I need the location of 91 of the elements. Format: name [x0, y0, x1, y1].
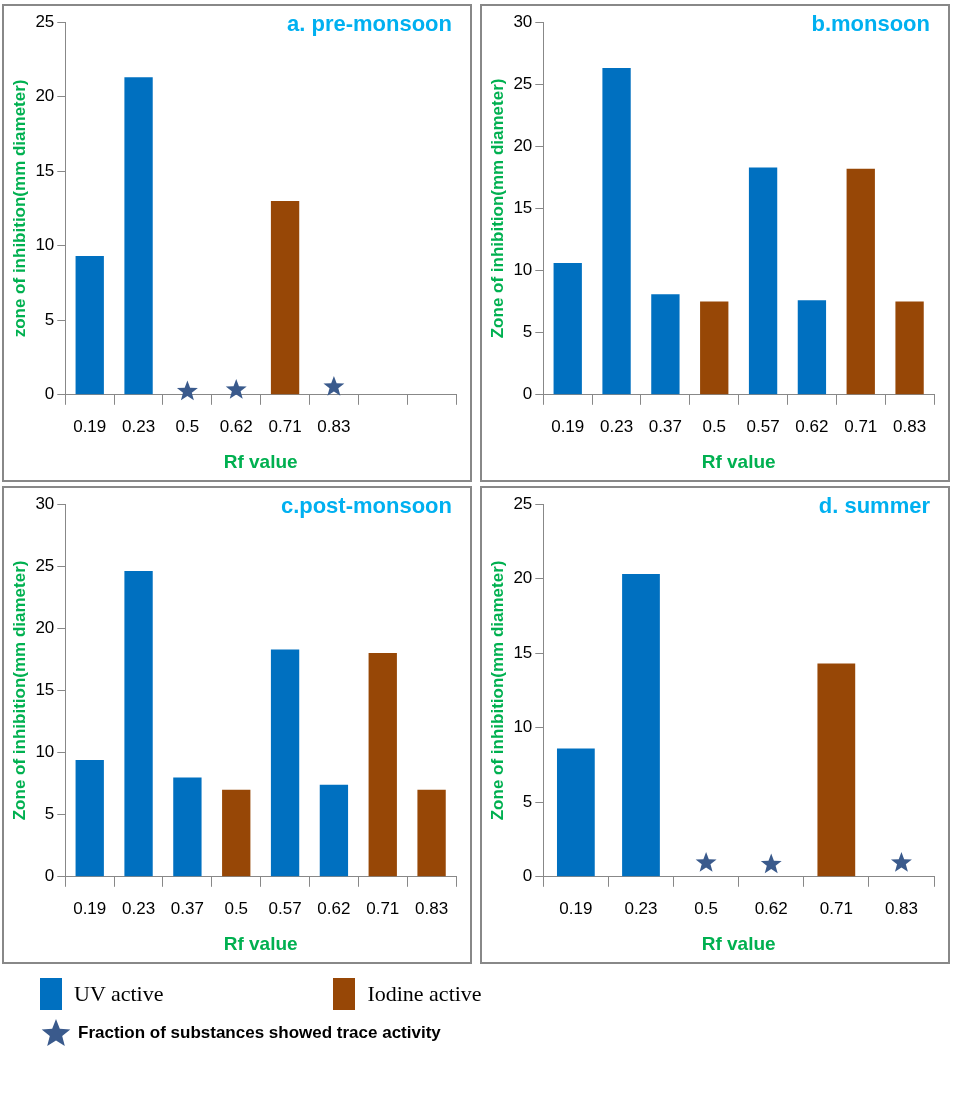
y-tick-label: 15: [513, 642, 533, 662]
y-tick-label: 0: [44, 384, 55, 404]
y-tick-label: 25: [35, 11, 55, 31]
y-tick-label: 5: [522, 322, 533, 342]
bar: [700, 301, 729, 395]
x-tick-label: 0.5: [224, 898, 249, 918]
x-tick-label: 0.83: [893, 416, 927, 436]
y-tick-label: 20: [513, 135, 533, 155]
y-axis-title: Zone of inhibition(mm diameter): [487, 78, 507, 339]
x-tick-label: 0.23: [122, 898, 156, 918]
y-tick-label: 15: [35, 680, 55, 700]
x-tick-label: 0.62: [219, 416, 253, 436]
chart-title: b.monsoon: [811, 11, 930, 37]
legend-label: Fraction of substances showed trace activity: [78, 1023, 441, 1043]
bar: [895, 301, 924, 395]
y-tick-label: 0: [522, 384, 533, 404]
y-tick-label: 25: [35, 555, 55, 575]
bar: [602, 67, 631, 395]
bar: [417, 789, 446, 877]
y-tick-label: 20: [35, 86, 55, 106]
bar: [319, 784, 349, 877]
x-tick-label: 0.5: [702, 416, 727, 436]
x-tick-label: 0.62: [317, 898, 351, 918]
chart-title: c.post-monsoon: [280, 493, 452, 519]
x-tick-label: 0.57: [268, 898, 302, 918]
bar: [651, 294, 680, 395]
bar: [556, 748, 595, 877]
bar: [270, 649, 300, 877]
x-tick-label: 0.23: [600, 416, 634, 436]
bar: [270, 200, 300, 395]
bar: [797, 300, 827, 395]
x-axis-title: Rf value: [701, 450, 776, 472]
x-tick-label: 0.37: [170, 898, 204, 918]
x-axis-title: Rf value: [223, 450, 298, 472]
y-tick-label: 20: [513, 568, 533, 588]
legend-label: UV active: [74, 981, 164, 1007]
bar: [817, 663, 856, 877]
bar: [553, 263, 582, 395]
y-tick-label: 10: [513, 260, 533, 280]
x-tick-label: 0.19: [551, 416, 585, 436]
x-tick-label: 0.71: [268, 416, 302, 436]
y-axis-title: Zone of inhibition(mm diameter): [487, 560, 507, 821]
y-axis-title: zone of inhibition(mm diameter): [9, 79, 29, 338]
x-tick-label: 0.19: [559, 898, 593, 918]
bar: [75, 759, 104, 877]
y-tick-label: 5: [44, 804, 55, 824]
chart-title: d. summer: [818, 493, 931, 519]
y-tick-label: 5: [44, 309, 55, 329]
bar: [222, 789, 251, 877]
y-tick-label: 25: [513, 493, 533, 513]
y-tick-label: 15: [513, 198, 533, 218]
x-tick-label: 0.62: [795, 416, 829, 436]
y-tick-label: 5: [522, 791, 533, 811]
y-tick-label: 30: [513, 11, 533, 31]
x-tick-label: 0.23: [122, 416, 156, 436]
y-tick-label: 20: [35, 617, 55, 637]
bar: [75, 256, 104, 395]
bar: [846, 168, 875, 395]
x-tick-label: 0.5: [175, 416, 200, 436]
bar: [622, 574, 660, 877]
x-tick-label: 0.37: [648, 416, 682, 436]
x-tick-label: 0.62: [754, 898, 788, 918]
chart-title: a. pre-monsoon: [286, 11, 452, 37]
y-axis-title: Zone of inhibition(mm diameter): [9, 560, 29, 821]
y-tick-label: 10: [513, 717, 533, 737]
y-tick-label: 0: [522, 866, 533, 886]
x-tick-label: 0.5: [694, 898, 718, 918]
x-tick-label: 0.71: [844, 416, 878, 436]
x-tick-label: 0.19: [73, 416, 107, 436]
bar: [124, 77, 153, 395]
x-axis-title: Rf value: [701, 932, 776, 954]
y-tick-label: 10: [35, 742, 55, 762]
bar: [124, 571, 153, 877]
x-tick-label: 0.71: [366, 898, 400, 918]
x-tick-label: 0.57: [746, 416, 780, 436]
bar: [748, 167, 778, 395]
y-tick-label: 25: [513, 73, 533, 93]
bar: [368, 653, 397, 877]
x-tick-label: 0.83: [415, 898, 449, 918]
x-tick-label: 0.19: [73, 898, 107, 918]
x-tick-label: 0.83: [317, 416, 351, 436]
x-tick-label: 0.71: [819, 898, 853, 918]
y-tick-label: 10: [35, 235, 55, 255]
y-tick-label: 15: [35, 160, 55, 180]
x-tick-label: 0.83: [884, 898, 918, 918]
y-tick-label: 30: [35, 493, 55, 513]
bar: [173, 777, 202, 877]
legend-label: Iodine active: [367, 981, 482, 1007]
x-axis-title: Rf value: [223, 932, 298, 954]
x-tick-label: 0.23: [624, 898, 658, 918]
y-tick-label: 0: [44, 866, 55, 886]
